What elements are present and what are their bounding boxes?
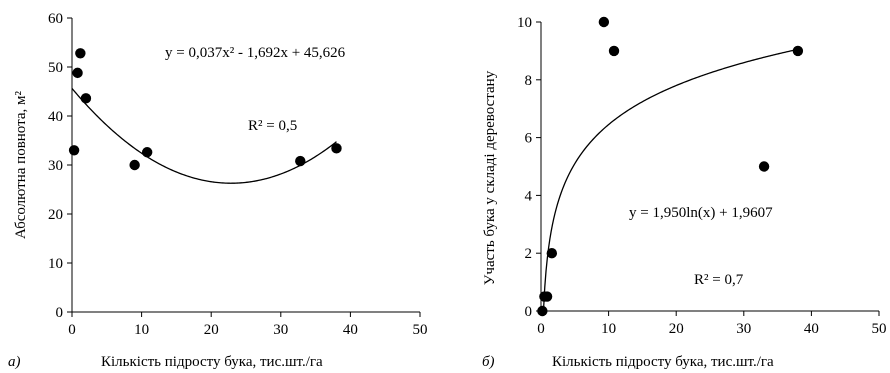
panel-a-y-tick-label: 60 [48, 11, 63, 27]
panel-b-data-point [546, 248, 558, 259]
panel-a-x-tick-label: 0 [68, 322, 76, 338]
panel-b-r2: R² = 0,7 [694, 272, 744, 288]
panel-b-data-point [537, 305, 548, 317]
panel-b-x-tick-label: 0 [537, 321, 545, 337]
panel-a-r2: R² = 0,5 [248, 118, 297, 134]
panel-b-y-tick-label: 10 [517, 15, 532, 31]
panel-a-label: а) [8, 354, 21, 370]
panel-a-y-tick-label: 20 [48, 207, 63, 223]
panel-b-label: б) [482, 354, 495, 370]
panel-a-trendline [71, 88, 337, 184]
panel-a-y-tick-label: 30 [48, 158, 63, 174]
panel-b-trendline [542, 48, 799, 311]
panel-a-y-tick-label: 40 [48, 109, 63, 125]
panel-a-ylabel: Абсолютна повнота, м² [13, 91, 29, 239]
panel-a-data-point [68, 145, 80, 156]
panel-a-x-tick-label: 40 [343, 322, 358, 338]
panel-b-y-tick-label: 4 [525, 188, 533, 204]
panel-a-x-tick-label: 30 [273, 322, 288, 338]
panel-a-y-tick-label: 10 [48, 256, 63, 272]
panel-a-data-point [80, 93, 92, 104]
panel-b-x-tick-label: 20 [669, 321, 684, 337]
panel-a-x-tick-label: 20 [204, 322, 219, 338]
panel-b-data-point [541, 291, 553, 302]
panel-a-data-point [72, 67, 83, 79]
chart-panel-b: 0 10 20 30 40 50 0 2 4 6 8 10 y = 1,950ln(x) + 1,96… [482, 15, 887, 370]
chart-panel-a: 0 10 20 30 40 50 0 10 20 30 40 50 60 y = 0,037x² - 1… [8, 11, 428, 370]
panel-a-x-tick-label: 10 [134, 322, 149, 338]
panel-a-y-tick-label: 0 [56, 305, 64, 321]
panel-b-x-tick-label: 40 [804, 321, 819, 337]
panel-b-ylabel: Участь бука у складі деревостану [482, 70, 498, 285]
panel-a-data-point [141, 147, 153, 158]
panel-b-data-point [792, 45, 804, 57]
panel-a-xlabel: Кількість підросту бука, тис.шт./га [101, 354, 323, 370]
panel-b-xlabel: Кількість підросту бука, тис.шт./га [552, 354, 774, 370]
panel-a-data-point [295, 155, 306, 167]
panel-b-y-tick-label: 8 [525, 73, 533, 89]
panel-b-data-point [608, 45, 620, 57]
panel-a-data-point [75, 48, 86, 59]
panel-b-data-point [758, 161, 770, 172]
panel-b-x-tick-label: 30 [736, 321, 751, 337]
panel-b-x-tick-label: 50 [872, 321, 887, 337]
panel-b-equation: y = 1,950ln(x) + 1,9607 [629, 205, 773, 221]
panel-b-x-tick-label: 10 [601, 321, 616, 337]
panel-b-data-point [598, 16, 610, 28]
panel-a-data-point [331, 143, 342, 154]
panel-b-y-tick-label: 0 [525, 304, 533, 320]
panel-b-y-tick-label: 6 [525, 131, 533, 147]
panel-a-equation: y = 0,037x² - 1,692x + 45,626 [165, 45, 346, 61]
panel-b-y-tick-label: 2 [525, 246, 533, 262]
panel-a-y-tick-label: 50 [48, 60, 63, 76]
panel-a-x-tick-label: 50 [413, 322, 428, 338]
panel-a-data-point [129, 159, 140, 171]
